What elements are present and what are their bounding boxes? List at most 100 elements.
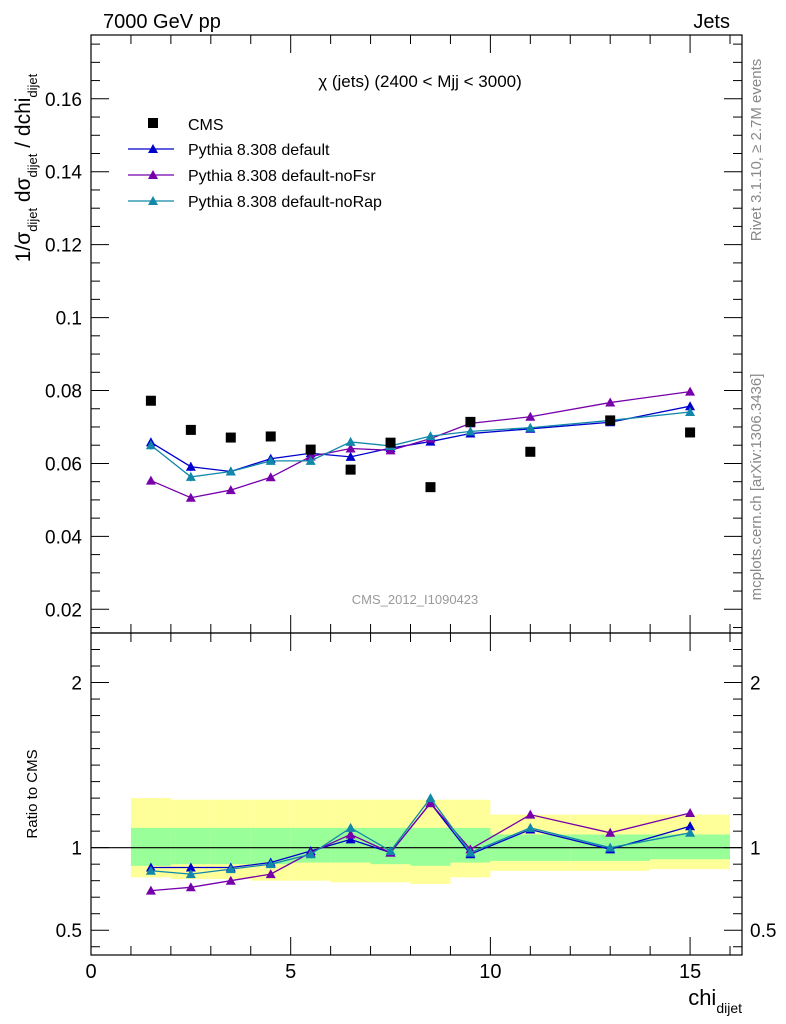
- ratio-series-point: [685, 827, 696, 837]
- ratio-series-point: [265, 859, 276, 869]
- cms-data-point: [605, 415, 616, 426]
- main-series-point: [345, 451, 356, 461]
- cms-data-point: [465, 416, 476, 427]
- ratio-series-point: [425, 793, 436, 803]
- main-series: [145, 386, 696, 502]
- ratio-green-band: [210, 827, 251, 865]
- ratio-series-point: [265, 869, 276, 879]
- ratio-green-band: [130, 827, 171, 866]
- ratio-series-point: [345, 834, 356, 844]
- ratio-y-axis-label: Ratio to CMS: [24, 749, 41, 838]
- ratio-series-point: [345, 829, 356, 839]
- ratio-series-point: [385, 845, 396, 855]
- cms-data-point: [425, 482, 436, 493]
- cms-data-point: [685, 427, 696, 438]
- mcplots-label: mcplots.cern.ch [arXiv:1306.3436]: [748, 374, 765, 601]
- ratio-ytick-label-right: 2: [750, 674, 761, 695]
- main-series-line: [150, 405, 691, 473]
- ylabel-sub3: dijet: [25, 73, 40, 97]
- main-series-point: [265, 455, 276, 465]
- main-series-point: [225, 466, 236, 476]
- ratio-series-point: [525, 822, 536, 832]
- header-left: 7000 GeV pp: [103, 11, 221, 33]
- rivet-label: Rivet 3.1.10, ≥ 2.7M events: [748, 59, 765, 242]
- main-series-point: [685, 401, 696, 411]
- main-series-point: [525, 411, 536, 421]
- legend-cms-label: CMS: [188, 117, 224, 134]
- ratio-green-band: [170, 827, 211, 865]
- watermark: CMS_2012_I1090423: [352, 592, 479, 607]
- cms-data-point: [265, 431, 276, 442]
- ratio-series-point: [225, 875, 236, 885]
- main-series-point: [185, 492, 196, 502]
- ylabel-sub1: dijet: [25, 208, 40, 232]
- ratio-panel: 0.5 0.5 1 1 2 2 0 5 10 15: [56, 633, 776, 983]
- ratio-series-point: [145, 885, 156, 895]
- ratio-series-point: [185, 882, 196, 892]
- cms-data-point: [385, 437, 396, 448]
- ylabel-part3: / dchi: [12, 98, 35, 154]
- cms-data-point: [225, 432, 236, 443]
- legend-default-label: Pythia 8.308 default: [188, 142, 330, 159]
- xlabel-sub: dijet: [716, 1000, 742, 1016]
- main-y-axis-label: 1/σdijet dσdijet / dchidijet: [12, 73, 40, 262]
- main-ytick-label: 0.14: [45, 163, 82, 184]
- legend-default-marker: [148, 144, 158, 153]
- ratio-ytick-label-right: 0.5: [750, 921, 776, 942]
- ratio-series-point: [605, 827, 616, 837]
- ratio-green-band: [650, 834, 731, 860]
- main-series-point: [685, 386, 696, 396]
- legend-cms-marker: [148, 118, 158, 128]
- ylabel-sub2: dijet: [25, 153, 40, 177]
- main-ytick-label: 0.16: [45, 90, 82, 111]
- ratio-series-point: [145, 865, 156, 875]
- ratio-series-point: [345, 822, 356, 832]
- ratio-ytick-label-right: 1: [750, 839, 761, 860]
- ratio-series-point: [225, 864, 236, 874]
- ratio-xtick-label: 15: [679, 961, 701, 983]
- ratio-frame: [90, 632, 743, 956]
- ratio-series: [145, 793, 696, 895]
- main-series-point: [185, 471, 196, 481]
- legend-nofsr-marker: [148, 170, 158, 179]
- main-ytick-label: 0.1: [56, 309, 82, 330]
- main-series-point: [345, 443, 356, 453]
- main-series-point: [265, 472, 276, 482]
- xlabel-main: chi: [688, 985, 716, 1010]
- main-series-point: [465, 426, 476, 436]
- main-ytick-label: 0.02: [45, 600, 82, 621]
- main-ytick-label: 0.06: [45, 454, 82, 475]
- ratio-xtick-label: 10: [479, 961, 501, 983]
- cms-data-point: [185, 424, 196, 435]
- ratio-series-line: [150, 802, 691, 869]
- ratio-green-band: [410, 827, 451, 866]
- ratio-ytick-label-left: 1: [71, 839, 82, 860]
- ratio-series-line: [150, 802, 691, 892]
- x-axis-label: chidijet: [688, 985, 742, 1016]
- main-ytick-label: 0.08: [45, 382, 82, 403]
- cms-data-point: [145, 395, 156, 406]
- main-ytick-label: 0.04: [45, 527, 82, 548]
- ratio-series-line: [150, 797, 691, 875]
- legend-norap-label: Pythia 8.308 default-noRap: [188, 194, 382, 211]
- main-title: χ (jets) (2400 < Mjj < 3000): [318, 72, 522, 91]
- cms-data-point: [305, 444, 316, 455]
- main-ticks: 0.02 0.04 0.06 0.08 0.1 0.12 0.14 0.16: [45, 35, 742, 633]
- main-panel: χ (jets) (2400 < Mjj < 3000) CMS_2012_I1…: [45, 35, 742, 633]
- legend-norap-marker: [148, 196, 158, 205]
- main-series-point: [145, 440, 156, 450]
- ylabel-part2: dσ: [12, 177, 35, 208]
- ratio-series-point: [465, 847, 476, 857]
- main-series-point: [345, 436, 356, 446]
- main-ytick-label: 0.12: [45, 236, 82, 257]
- main-series-point: [305, 455, 316, 465]
- ratio-ytick-label-left: 2: [71, 674, 82, 695]
- main-data-points: [145, 395, 696, 493]
- main-series-line: [150, 411, 691, 478]
- ratio-series-point: [425, 798, 436, 808]
- ratio-series-point: [185, 869, 196, 879]
- main-series-point: [225, 485, 236, 495]
- legend: CMS Pythia 8.308 default Pythia 8.308 de…: [128, 117, 382, 211]
- ylabel-part1: 1/σ: [12, 232, 35, 263]
